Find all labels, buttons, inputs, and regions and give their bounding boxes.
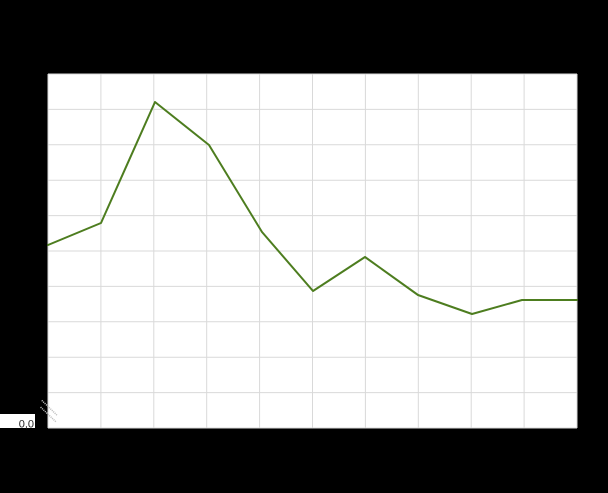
svg-text:0,0: 0,0 [19, 418, 34, 430]
